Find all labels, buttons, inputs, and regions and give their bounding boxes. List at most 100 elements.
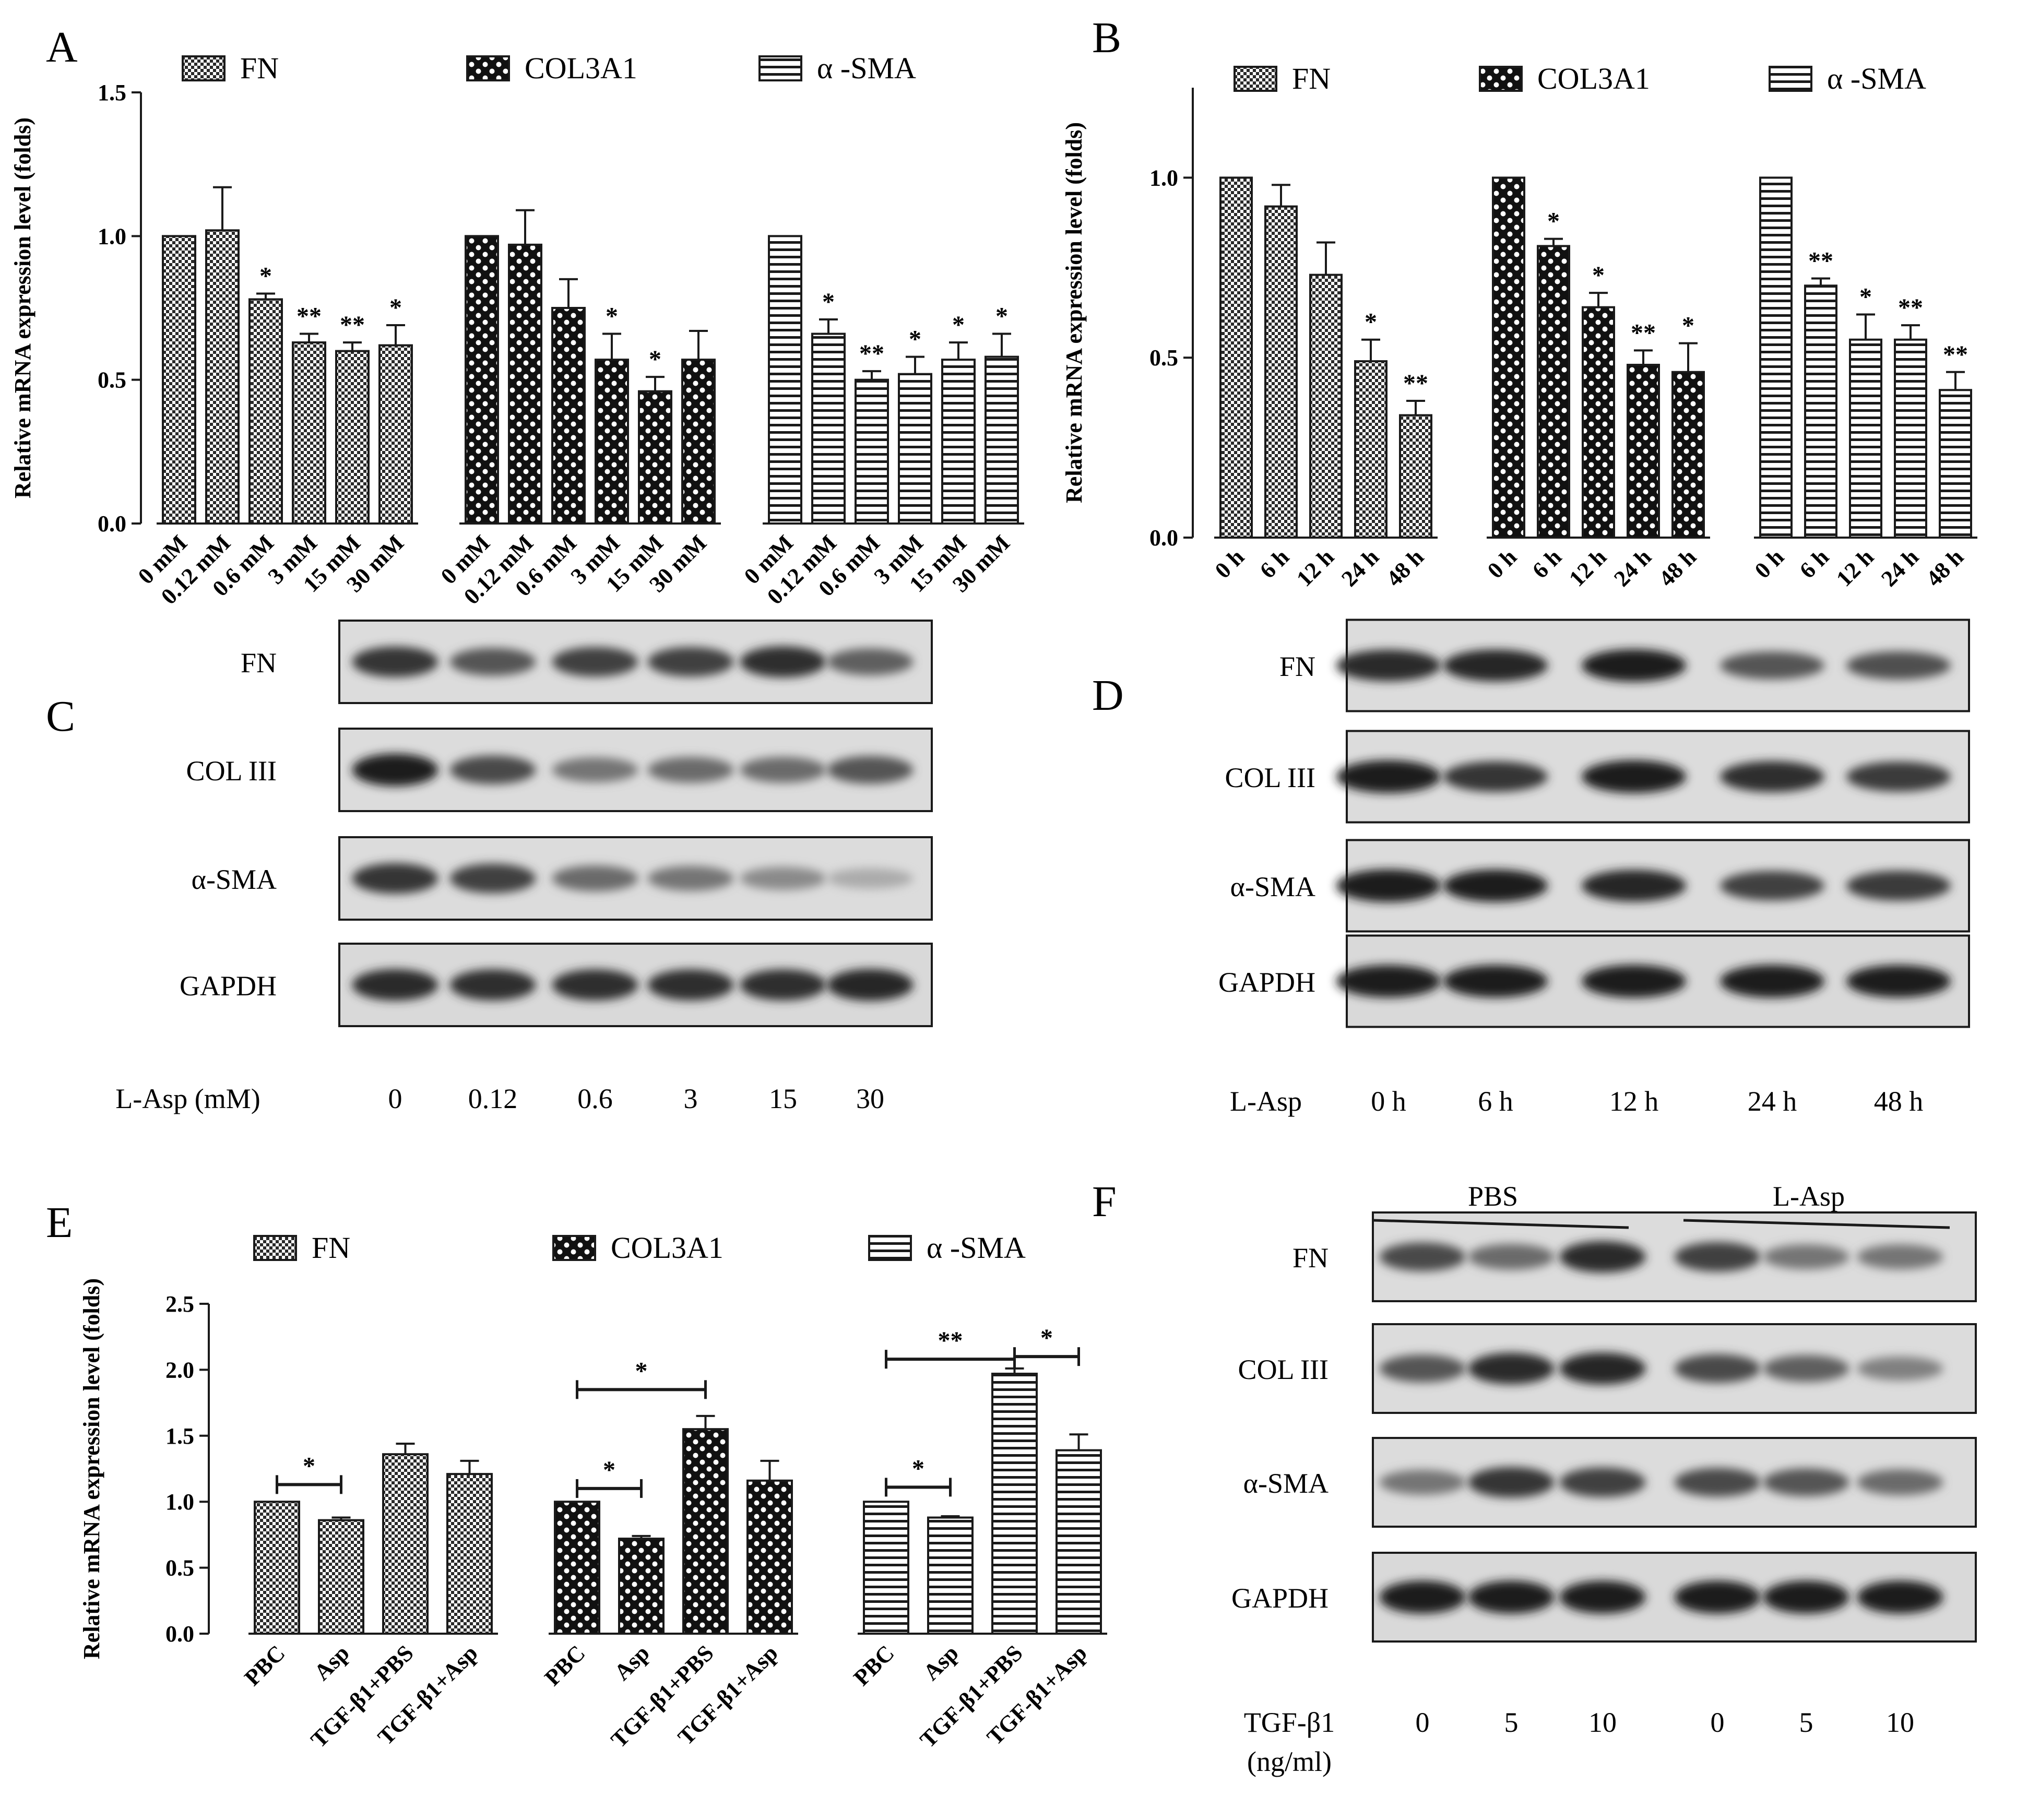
bar <box>1264 205 1298 539</box>
y-tick-label: 0.0 <box>1149 525 1178 551</box>
bar <box>985 355 1019 525</box>
legend-swatch-col <box>1479 66 1523 92</box>
significance-mark: ** <box>1898 294 1923 322</box>
blot-row-label: COL III <box>1225 762 1315 793</box>
blot-band <box>1559 1352 1646 1385</box>
legend-label-sma: α -SMA <box>817 51 916 85</box>
blot-band <box>740 969 826 1001</box>
significance-mark: ** <box>1631 319 1656 347</box>
blot-band <box>1674 1468 1761 1497</box>
bar <box>768 235 802 525</box>
legend-swatch-col <box>466 55 510 81</box>
y-tick-label: 1.5 <box>165 1423 194 1449</box>
legend-swatch-fn <box>253 1235 297 1261</box>
blot-band <box>1720 761 1824 792</box>
blot-band <box>1857 1469 1943 1495</box>
y-axis-label: Relative mRNA expression level (folds) <box>1061 122 1087 503</box>
significance-mark: ** <box>1808 247 1833 275</box>
blot-band <box>449 648 536 676</box>
blot-band <box>1720 965 1824 998</box>
y-tick-label: 0.5 <box>1149 345 1178 371</box>
blot-band <box>647 866 734 891</box>
y-tick-label: 1.0 <box>165 1489 194 1515</box>
blot-band <box>827 648 914 675</box>
blot-band <box>1468 1467 1555 1498</box>
blot-band <box>352 969 438 1001</box>
blot-band <box>1582 965 1686 998</box>
bracket-significance: * <box>912 1455 924 1482</box>
bar <box>1804 284 1837 539</box>
blot-band <box>1674 1354 1761 1383</box>
x-category-label: PBC <box>540 1640 590 1691</box>
blot-lane-label: 0 <box>1416 1707 1430 1738</box>
blot-band <box>1559 1467 1646 1497</box>
blot-band <box>1379 1470 1466 1495</box>
blot-band <box>827 969 914 1001</box>
blot-x-title: L-Asp <box>1230 1086 1302 1117</box>
y-axis-label: Relative mRNA expression level (folds) <box>79 1278 104 1659</box>
blot-band <box>740 646 826 677</box>
bar <box>1849 338 1882 539</box>
y-tick-label: 1.5 <box>98 80 126 105</box>
x-category-label: PBC <box>240 1640 290 1691</box>
blot-band <box>1336 760 1441 793</box>
bracket-significance: * <box>635 1357 648 1385</box>
blot-row-label: GAPDH <box>1218 967 1315 998</box>
blot-group-wedge <box>1683 1219 1950 1229</box>
legend-label-fn: FN <box>1292 62 1331 96</box>
bracket-significance: ** <box>938 1327 963 1354</box>
panel-letter-e: E <box>46 1198 73 1247</box>
blot-x-title: L-Asp (mM) <box>115 1083 260 1114</box>
chart-panel-e: 0.0 0.5 1.0 1.5 2.0 2.5 Relative mRNA expressi… <box>79 1231 1107 1753</box>
blot-band <box>827 868 914 889</box>
bar <box>1219 176 1253 539</box>
significance-mark: * <box>1547 208 1560 235</box>
blot-band <box>1582 760 1686 793</box>
western-blot-f: FN COL III α-SMA GAPDH TGF-β1 (ng/ml) 0 5 10 0 5 10… <box>1231 1181 1977 1777</box>
blot-band <box>1336 649 1441 682</box>
significance-mark: * <box>606 303 618 330</box>
y-tick-label: 2.0 <box>165 1357 194 1383</box>
significance-mark: * <box>259 262 272 290</box>
blot-band <box>647 757 734 783</box>
bar <box>1354 360 1387 539</box>
bar <box>382 1453 429 1635</box>
bar <box>1399 414 1432 539</box>
legend-label-col: COL3A1 <box>1537 62 1650 96</box>
blot-band <box>1468 1352 1555 1385</box>
x-category-label: 0 h <box>1210 544 1249 583</box>
blot-lane-label: 0 h <box>1371 1086 1406 1117</box>
significance-mark: * <box>389 294 402 322</box>
blot-band <box>1336 869 1441 902</box>
bar <box>638 390 672 525</box>
bracket-significance: * <box>303 1452 315 1480</box>
bar <box>292 341 326 525</box>
blot-band <box>1468 1244 1555 1270</box>
significance-mark: ** <box>340 311 365 339</box>
blot-row-label: FN <box>1279 651 1315 682</box>
x-category-label: 6 h <box>1795 544 1834 583</box>
bar <box>682 1428 729 1635</box>
blot-row-label: COL III <box>186 755 277 787</box>
significance-mark: ** <box>297 303 322 330</box>
legend-swatch-fn <box>1234 66 1277 92</box>
x-category-label: 0 h <box>1483 544 1522 583</box>
blot-lane-label: 24 h <box>1748 1086 1797 1117</box>
bar <box>991 1372 1038 1635</box>
significance-mark: * <box>649 346 661 373</box>
y-tick-label: 0.0 <box>165 1621 194 1647</box>
blot-band <box>1443 869 1548 902</box>
legend-label-fn: FN <box>312 1231 350 1265</box>
bar <box>811 332 846 525</box>
y-tick-label: 0.5 <box>165 1555 194 1581</box>
x-category-label: Asp <box>309 1640 354 1685</box>
blot-group-label: L-Asp <box>1773 1181 1845 1212</box>
blot-row-label: α-SMA <box>192 864 277 895</box>
blot-band <box>352 753 438 787</box>
bar <box>551 307 586 525</box>
legend-swatch-sma <box>758 55 802 81</box>
blot-band <box>449 863 536 894</box>
bar <box>1492 176 1525 539</box>
bar <box>335 350 370 525</box>
legend-swatch-col <box>552 1235 596 1261</box>
